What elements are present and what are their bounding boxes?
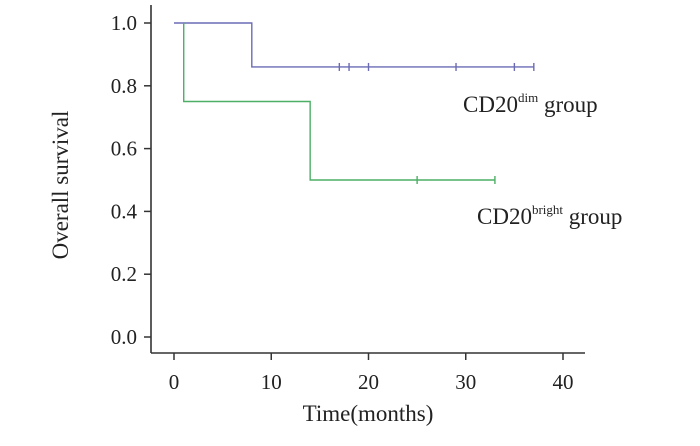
- x-tick-label-4: 40: [553, 370, 574, 394]
- legend-label-dim-rest: group: [538, 92, 597, 117]
- y-tick-label-3: 0.6: [111, 137, 137, 161]
- legend-label-dim: CD20dim group: [463, 90, 598, 117]
- survival-curve-1: [183, 23, 495, 181]
- axes: [150, 5, 585, 354]
- y-axis-title: Overall survival: [48, 111, 73, 260]
- y-tick-label-4: 0.8: [111, 74, 137, 98]
- x-axis-title: Time(months): [303, 401, 434, 426]
- legend-label-dim-sup: dim: [518, 90, 538, 105]
- x-tick-label-1: 10: [261, 370, 282, 394]
- y-tick-label-0: 0.0: [111, 325, 137, 349]
- legend-label-bright-main: CD20: [477, 204, 532, 229]
- x-tick-label-2: 20: [358, 370, 379, 394]
- x-tick-label-3: 30: [455, 370, 476, 394]
- tick-marks: 0.0 0.2 0.4 0.6 0.8 1.0 0 10 20 30 40: [111, 11, 574, 394]
- legend-label-bright-sup: bright: [532, 202, 563, 217]
- legend-label-bright: CD20bright group: [477, 202, 622, 229]
- y-tick-label-1: 0.2: [111, 262, 137, 286]
- y-tick-label-5: 1.0: [111, 11, 137, 35]
- legend-label-bright-rest: group: [563, 204, 622, 229]
- x-tick-label-0: 0: [169, 370, 180, 394]
- series-layer: [174, 22, 535, 184]
- survival-curve-0: [174, 22, 534, 68]
- y-tick-label-2: 0.4: [111, 199, 138, 223]
- legend-label-dim-main: CD20: [463, 92, 518, 117]
